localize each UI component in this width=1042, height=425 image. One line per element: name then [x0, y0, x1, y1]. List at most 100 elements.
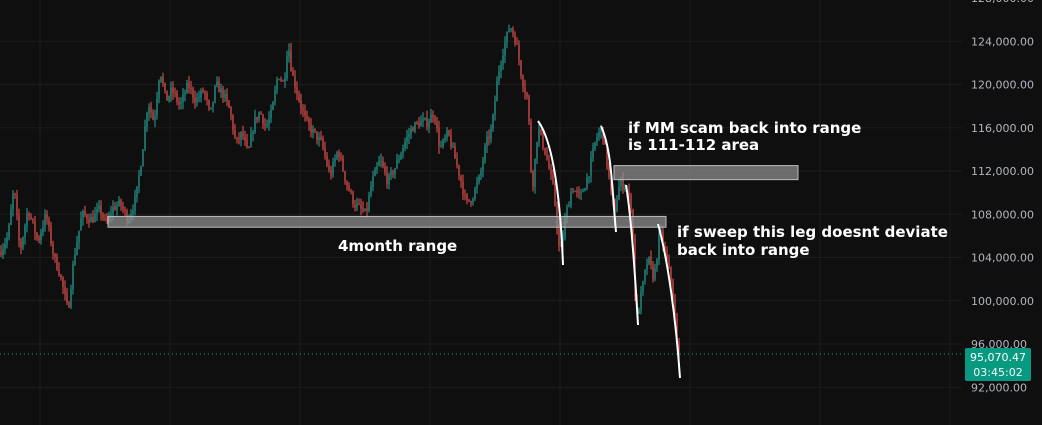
candle-body [676, 319, 678, 341]
y-tick-label: 120,000.00 [971, 79, 1034, 92]
candle-body [40, 232, 42, 241]
y-tick-label: 108,000.00 [971, 208, 1034, 221]
candle-body [288, 50, 290, 57]
price-axis[interactable]: 92,000.00 96,000.00 100,000.00 104,000.00 10… [971, 0, 1034, 394]
candle-body [652, 264, 654, 280]
candle-body [662, 230, 664, 246]
candle-body [548, 159, 550, 169]
candle-body [394, 168, 396, 175]
candle-body [294, 75, 296, 88]
candle-body [378, 161, 380, 167]
candle-body [440, 146, 442, 148]
candle-body [100, 205, 102, 214]
candle-body [334, 158, 336, 163]
candle-body [222, 88, 224, 98]
candle-body [644, 270, 646, 282]
candle-body [150, 106, 152, 113]
candle-body [514, 34, 516, 44]
candle-body [350, 190, 352, 193]
candle-body [328, 165, 330, 171]
candle-body [110, 213, 112, 215]
y-tick-label: 100,000.00 [971, 295, 1034, 308]
candle-body [54, 253, 56, 257]
candle-body [342, 157, 344, 172]
candle-body [650, 256, 652, 265]
candle-body [582, 191, 584, 193]
candle-body [356, 203, 358, 208]
candle-body [132, 210, 134, 215]
candle-body [422, 119, 424, 122]
candle-body [238, 138, 240, 140]
candle-body [510, 28, 512, 30]
candle-body [70, 289, 72, 308]
candle-body [384, 166, 386, 173]
candle-body [408, 134, 410, 137]
candle-body [574, 190, 576, 192]
candle-body [434, 117, 436, 122]
candle-body [486, 136, 488, 146]
candle-body [142, 149, 144, 167]
candle-body [164, 83, 166, 91]
candle-body [256, 116, 258, 120]
candle-body [28, 213, 30, 217]
candle-body [0, 252, 2, 255]
candle-body [310, 124, 312, 133]
candle-body [538, 129, 540, 143]
candle-body [588, 176, 590, 179]
candle-body [136, 186, 138, 197]
candle-body [648, 256, 650, 265]
candle-body [226, 93, 228, 101]
candle-body [216, 81, 218, 87]
candle-body [32, 218, 34, 222]
candle-body [448, 130, 450, 136]
candle-body [182, 94, 184, 102]
candle-body [596, 137, 598, 143]
candle-body [280, 79, 282, 81]
last-price-value: 95,070.47 [970, 351, 1026, 364]
candle-body [224, 93, 226, 98]
candle-body [370, 186, 372, 196]
candle-body [268, 118, 270, 125]
candle-body [600, 127, 602, 133]
candle-body [554, 183, 556, 205]
candle-body [8, 224, 10, 238]
mm-scam-note-line2: is 111-112 area [628, 136, 759, 154]
candle-body [250, 134, 252, 148]
candle-body [318, 136, 320, 141]
candle-body [156, 98, 158, 116]
candle-body [218, 81, 220, 93]
candle-body [412, 128, 414, 132]
candle-body [522, 76, 524, 88]
candle-body [276, 79, 278, 91]
y-tick-label: 112,000.00 [971, 165, 1034, 178]
candle-body [352, 192, 354, 205]
candle-body [90, 217, 92, 223]
candle-body [678, 340, 680, 360]
candle-body [354, 204, 356, 208]
candle-body [300, 100, 302, 108]
candle-body [244, 136, 246, 141]
candle-body [462, 181, 464, 195]
candle-body [392, 171, 394, 175]
candle-body [614, 203, 616, 212]
candle-body [500, 64, 502, 72]
candle-body [330, 170, 332, 176]
candle-body [242, 131, 244, 137]
candle-body [498, 71, 500, 81]
candle-body [204, 91, 206, 94]
candle-body [210, 107, 212, 109]
candle-body [236, 137, 238, 139]
candle-body [456, 158, 458, 166]
candle-body [176, 93, 178, 102]
candle-body [380, 160, 382, 162]
candle-body [246, 140, 248, 148]
candle-body [254, 116, 256, 132]
candle-body [50, 226, 52, 244]
candle-body [282, 80, 284, 82]
candle-body [590, 157, 592, 177]
candle-body [674, 299, 676, 320]
candle-body [6, 237, 8, 244]
candles [0, 24, 680, 361]
candle-body [346, 181, 348, 186]
